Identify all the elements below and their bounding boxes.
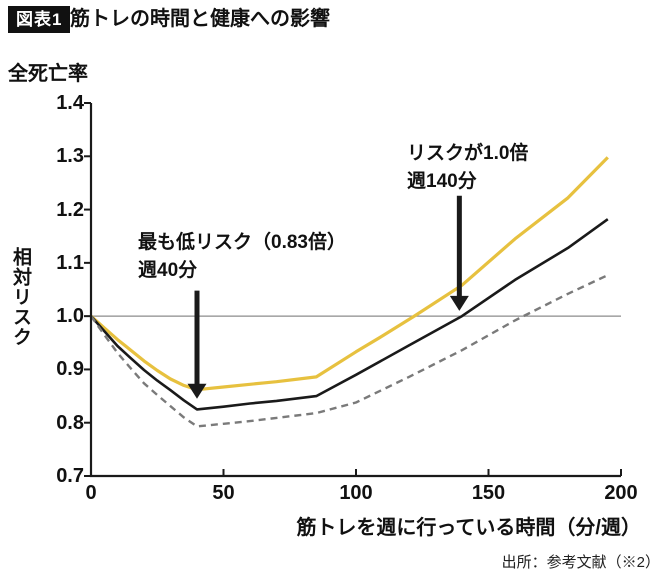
x-tick-label: 0 [85, 482, 97, 504]
series-line-estimate [90, 218, 609, 411]
x-axis-title: 筋トレを週に行っている時間（分/週） [296, 517, 641, 539]
y-tick-label: 1.1 [56, 251, 84, 274]
x-tick-label: 50 [212, 482, 235, 504]
annotation-lowest-risk: 最も低リスク（0.83倍） 週40分 [138, 229, 346, 285]
figure-badge: 図表1 [8, 6, 71, 33]
y-tick-label: 1.2 [56, 198, 84, 221]
series-line-upper-confidence-bound [89, 156, 609, 392]
top-axis-title: 全死亡率 [8, 63, 88, 85]
y-tick-label: 1.3 [56, 145, 84, 168]
arrow-head-icon [449, 295, 469, 311]
annotation-line: 週40分 [138, 260, 198, 281]
axes [89, 103, 621, 478]
figure-title: 筋トレの時間と健康への影響 [70, 8, 330, 30]
y-axis-title: 相対リスク [10, 247, 31, 347]
y-tick-label: 1.4 [56, 92, 84, 114]
y-tick-label: 1.0 [56, 305, 84, 328]
annotation-line: リスクが1.0倍 [407, 143, 529, 164]
annotation-line: 週140分 [407, 171, 477, 192]
x-tick-label: 200 [604, 482, 638, 504]
annotation-line: 最も低リスク（0.83倍） [138, 232, 346, 253]
source-note: 出所：参考文献（※2） [501, 554, 660, 571]
x-tick-label: 100 [339, 482, 373, 504]
arrow-head-icon [187, 383, 207, 399]
y-tick-label: 0.8 [56, 411, 84, 434]
x-tick-label: 150 [471, 482, 506, 504]
series-line-lower-confidence-bound [90, 274, 609, 428]
annotation-arrow-0 [187, 290, 207, 399]
annotation-risk-one: リスクが1.0倍 週140分 [407, 140, 528, 196]
y-tick-label: 0.7 [56, 465, 84, 487]
y-tick-label: 0.9 [56, 358, 84, 381]
annotation-arrow-1 [449, 195, 469, 311]
